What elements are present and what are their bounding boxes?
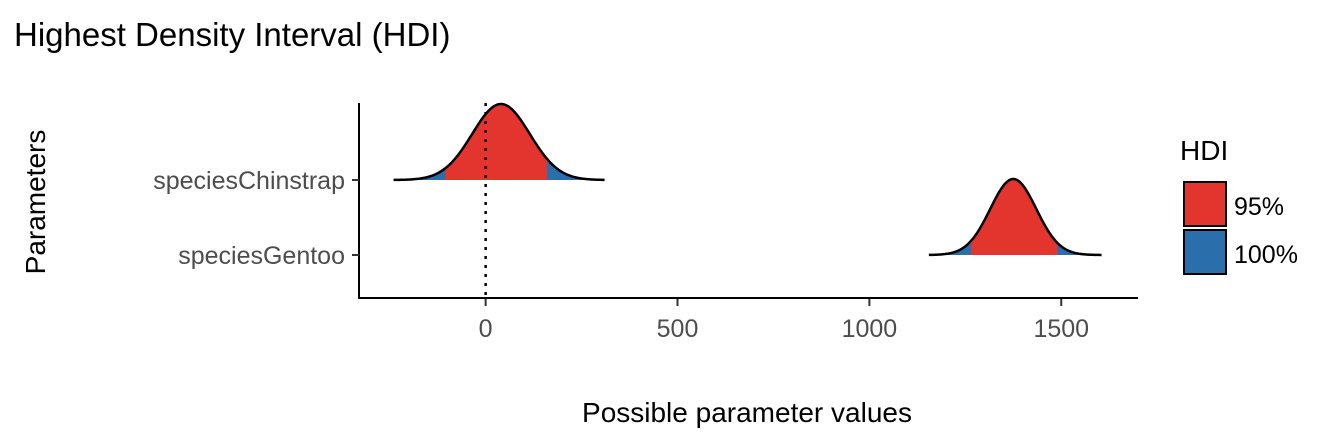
x-tick-label-1000: 1000 [842,315,898,343]
density-95-specieschinstrap [445,104,548,180]
plot-area [393,102,1102,298]
x-tick-label-1500: 1500 [1033,315,1089,343]
y-tick-label-speciesGentoo: speciesGentoo [178,242,345,270]
x-tick-label-500: 500 [657,315,699,343]
density-95-speciesgentoo [971,179,1058,255]
y-axis-ticks: speciesChinstrap speciesGentoo [153,167,359,270]
legend-label-100pct: 100% [1234,241,1298,269]
density-outline-specieschinstrap [393,102,605,182]
x-axis-ticks: 0 500 1000 1500 [479,299,1089,343]
legend-key-95pct [1183,181,1227,227]
y-axis-title: Parameters [20,130,51,275]
y-tick-label-speciesChinstrap: speciesChinstrap [153,167,345,195]
chart-title: Highest Density Interval (HDI) [14,16,450,53]
density-outline-speciesgentoo [928,177,1102,257]
legend-key-100pct [1183,229,1227,275]
legend-title: HDI [1180,135,1228,166]
x-tick-label-0: 0 [479,315,493,343]
legend-label-95pct: 95% [1234,193,1284,221]
x-axis-title: Possible parameter values [582,397,912,428]
